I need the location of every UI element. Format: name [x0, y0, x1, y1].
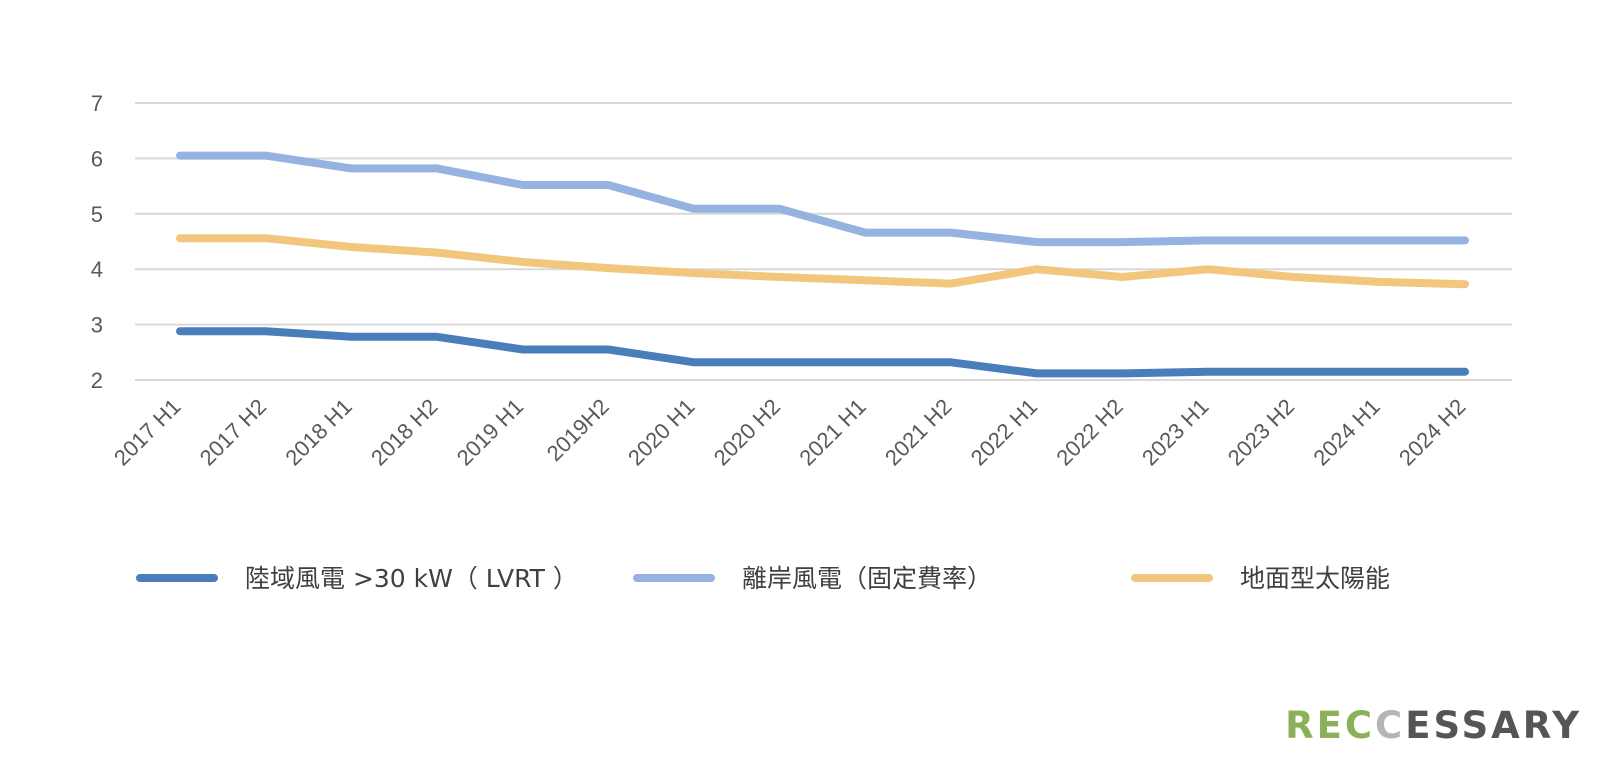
- legend: 陸域風電 >30 kW（ LVRT ） 離岸風電（固定費率） 地面型太陽能: [136, 564, 1390, 593]
- x-tick-label: 2020 H1: [623, 394, 700, 471]
- x-tick-label: 2022 H2: [1051, 394, 1128, 471]
- series-line: [176, 151, 1469, 247]
- y-tick-label: 6: [91, 146, 103, 171]
- y-tick-label: 3: [91, 313, 103, 338]
- series-line: [176, 234, 1469, 289]
- x-tick-label: 2017 H1: [109, 394, 186, 471]
- x-tick-label: 2023 H1: [1137, 394, 1214, 471]
- y-tick-label: 5: [91, 202, 103, 227]
- x-tick-label: 2020 H2: [709, 394, 786, 471]
- x-tick-label: 2018 H2: [366, 394, 443, 471]
- x-tick-label: 2017 H2: [195, 394, 272, 471]
- x-tick-label: 2021 H2: [880, 394, 957, 471]
- x-tick-label: 2018 H1: [280, 394, 357, 471]
- brand-logo: RECCESSARY: [1285, 704, 1582, 747]
- legend-label: 陸域風電 >30 kW（ LVRT ）: [245, 564, 578, 593]
- logo-part-1: REC: [1285, 704, 1375, 747]
- logo-part-2: C: [1375, 704, 1405, 747]
- x-tick-label: 2023 H2: [1223, 394, 1300, 471]
- x-tick-label: 2022 H1: [966, 394, 1043, 471]
- y-axis-ticks: 2 3 4 5 6 7: [91, 91, 103, 393]
- logo-text: RECCESSARY: [1285, 704, 1582, 747]
- logo-part-3: ESSARY: [1405, 704, 1582, 747]
- x-tick-label: 2019H2: [542, 394, 614, 466]
- x-tick-label: 2021 H1: [794, 394, 871, 471]
- x-axis-ticks: 2017 H1 2017 H2 2018 H1 2018 H2 2019 H1 2019H…: [109, 394, 1471, 471]
- x-tick-label: 2024 H1: [1308, 394, 1385, 471]
- gridlines: [135, 102, 1512, 381]
- y-tick-label: 2: [91, 368, 103, 393]
- legend-label: 離岸風電（固定費率）: [742, 564, 992, 593]
- y-tick-label: 7: [91, 91, 103, 116]
- series-line: [176, 327, 1469, 378]
- x-tick-label: 2024 H2: [1394, 394, 1471, 471]
- y-tick-label: 4: [91, 257, 103, 282]
- x-tick-label: 2019 H1: [452, 394, 529, 471]
- legend-label: 地面型太陽能: [1240, 564, 1390, 593]
- series-lines: [176, 151, 1469, 378]
